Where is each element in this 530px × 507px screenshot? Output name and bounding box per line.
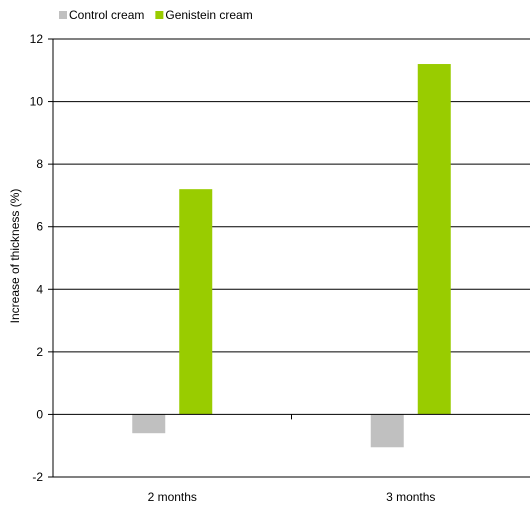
y-tick-label: 6 <box>36 220 43 234</box>
x-tick-label: 3 months <box>386 490 435 504</box>
gridlines <box>53 38 530 478</box>
legend-entry: Genistein cream <box>165 8 252 22</box>
legend-swatch <box>59 11 67 19</box>
y-axis-label: Increase of thickness (%) <box>8 189 22 324</box>
y-tick-label: 10 <box>30 95 44 109</box>
legend-swatch <box>155 11 164 19</box>
y-tick-label: -2 <box>32 470 43 484</box>
y-tick-label: 0 <box>36 407 43 421</box>
bar <box>417 64 451 415</box>
y-tick-label: 12 <box>30 32 44 46</box>
x-tick-labels: 2 months 3 months <box>148 490 436 504</box>
y-tick-labels: -2 0 2 4 6 8 10 12 <box>30 32 44 484</box>
legend: Control cream Genistein cream <box>59 8 253 22</box>
bars <box>132 64 451 448</box>
legend-entry: Control cream <box>69 8 144 22</box>
bar <box>132 414 166 434</box>
y-tick-label: 4 <box>36 282 43 296</box>
y-tick-label: 8 <box>36 157 43 171</box>
x-tick-label: 2 months <box>148 490 197 504</box>
axes <box>48 38 530 478</box>
bar <box>370 414 404 448</box>
bar <box>179 189 213 415</box>
y-tick-label: 2 <box>36 345 43 359</box>
